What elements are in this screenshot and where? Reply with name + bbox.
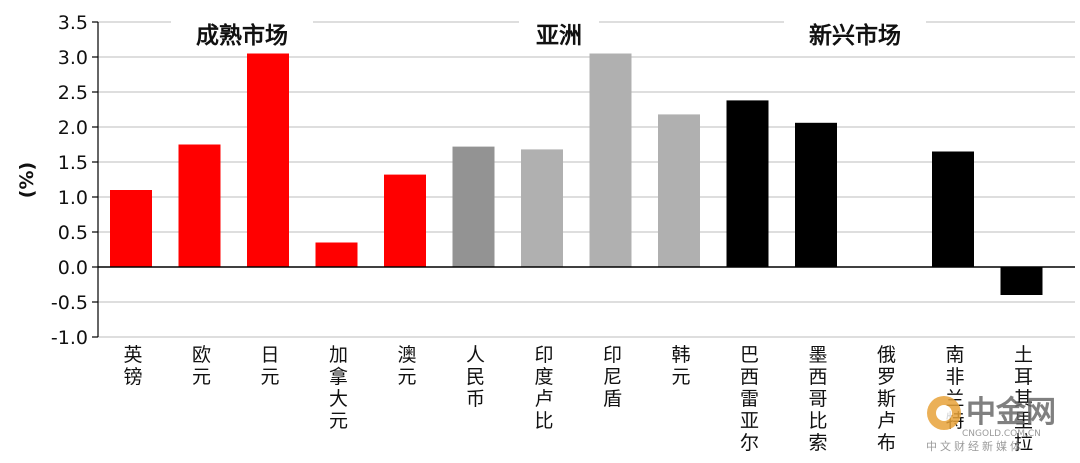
y-tick-label: 1.5: [58, 152, 88, 174]
bar-10: [726, 100, 769, 268]
bar-13: [932, 151, 974, 267]
y-tick-label: 2.0: [58, 117, 88, 139]
group-label: 成熟市场: [196, 22, 288, 49]
category-label: 巴西雷亚尔: [740, 344, 759, 454]
category-label: 欧元: [192, 344, 211, 388]
watermark: 中金网 CNGOLD.COM.CN 中文财经新媒体: [926, 395, 1056, 453]
y-tick-label: -1.0: [51, 327, 88, 349]
category-label: 墨西哥比索: [808, 344, 827, 454]
bar-9: [658, 114, 700, 268]
bar-6: [452, 146, 495, 267]
watermark-brand: 中金网: [966, 395, 1056, 430]
gridlines: [98, 21, 1075, 338]
category-labels: 英镑 欧元 日元 加拿大元 澳元 人民币 印度卢比 印尼盾 韩元 巴西雷亚尔 墨西哥比索 俄罗斯卢布 南…: [123, 344, 1033, 454]
watermark-logo-inner-icon: [936, 405, 952, 421]
y-tick-label: 2.5: [58, 82, 88, 104]
bar-1: [110, 190, 152, 267]
y-tick-label: 0.5: [58, 222, 88, 244]
category-label: 印度卢比: [534, 344, 553, 432]
bar-7: [521, 149, 563, 267]
y-axis: 3.5 3.0 2.5 2.0 1.5 1.0 0.5 0.0 -0.5 -1.0: [51, 12, 99, 349]
bars: [98, 53, 1075, 295]
bar-5: [384, 174, 426, 267]
group-label: 新兴市场: [809, 22, 901, 49]
category-label: 土耳其里拉: [1014, 344, 1033, 454]
watermark-tagline: 中文财经新媒体: [926, 439, 1024, 453]
group-label-bg: [519, 10, 599, 40]
bar-11: [795, 122, 837, 267]
category-label: 澳元: [397, 344, 416, 388]
watermark-domain: CNGOLD.COM.CN: [962, 429, 1041, 439]
category-label: 英镑: [123, 344, 142, 388]
group-label: 亚洲: [536, 23, 582, 49]
category-label: 南非兰特: [945, 344, 964, 432]
group-label-bg: [784, 10, 926, 40]
bar-14: [1000, 267, 1043, 295]
y-axis-label: (%): [16, 162, 38, 198]
y-tick-label: -0.5: [51, 292, 88, 314]
y-tick-label: 1.0: [58, 187, 88, 209]
bar-4: [315, 242, 358, 267]
y-tick-label: 0.0: [58, 257, 88, 279]
category-label: 俄罗斯卢布: [877, 344, 896, 454]
bar-8: [589, 53, 632, 267]
group-labels: 成熟市场 亚洲 新兴市场: [171, 10, 926, 49]
category-label: 加拿大元: [329, 344, 348, 432]
bar-2: [178, 144, 221, 267]
y-tick-label: 3.0: [58, 47, 88, 69]
category-label: 印尼盾: [603, 344, 622, 410]
category-label: 人民币: [466, 344, 485, 410]
group-label-bg: [171, 10, 313, 40]
y-tick-label: 3.5: [58, 12, 88, 34]
category-label: 韩元: [671, 344, 690, 388]
category-label: 日元: [260, 344, 279, 388]
bar-3: [247, 53, 289, 267]
